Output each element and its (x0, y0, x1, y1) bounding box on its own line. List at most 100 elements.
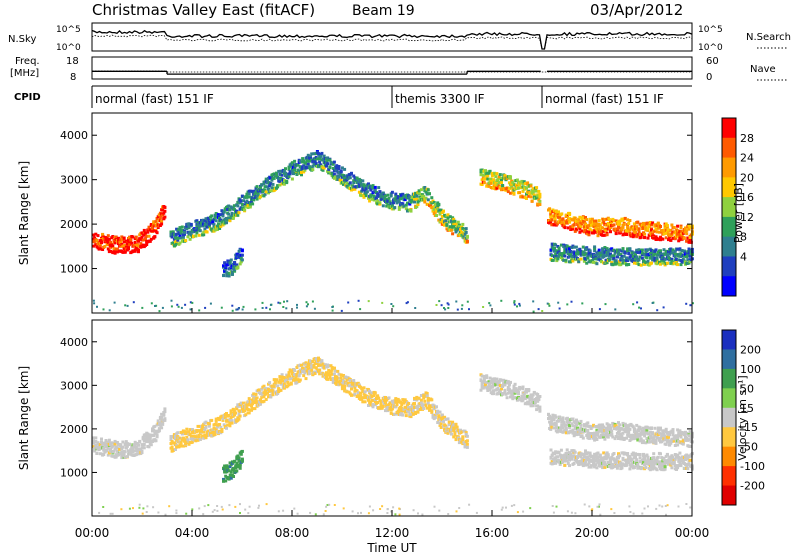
power-cell-1791 (625, 229, 628, 233)
power-cell-798 (322, 154, 326, 158)
power-cell-1745 (612, 223, 616, 227)
velocity-cell-2130 (579, 459, 583, 463)
power-cell-135 (129, 238, 133, 242)
power-cell-1153 (424, 196, 428, 200)
power-cell-838 (334, 175, 337, 179)
power-cell-666 (285, 180, 289, 183)
velocity-cell-804 (325, 371, 328, 375)
velocity-cell-823 (329, 364, 333, 368)
velocity-cell-38 (102, 453, 106, 456)
power-cell-298 (180, 229, 184, 233)
power-cell-2355 (643, 253, 647, 257)
power-cell-537 (248, 189, 252, 193)
power-cell-1845 (640, 233, 644, 236)
velocity-cell-1905 (657, 431, 661, 435)
power-cell-934 (361, 186, 365, 190)
velocity-cell-871 (343, 386, 347, 390)
power-cell-1102 (409, 208, 413, 212)
power-cell-1823 (634, 227, 637, 231)
power-cell-329 (189, 222, 193, 226)
power-cell-751 (309, 156, 312, 160)
velocity-cell-1482 (530, 397, 534, 401)
velocity-cell-1101 (409, 405, 413, 409)
velocity-cell-1087 (404, 414, 408, 418)
power-cell-2357 (644, 261, 648, 264)
velocity-cell-2159 (587, 465, 591, 469)
velocity-cell-1812 (631, 437, 635, 441)
power-cell-941 (363, 185, 367, 188)
velocity-cell-79 (113, 439, 117, 443)
velocity-cell-1967 (675, 434, 678, 438)
velocity-cell-1931 (664, 427, 668, 431)
power-cell-10 (94, 232, 98, 236)
velocity-cell-282 (176, 431, 180, 435)
velocity-cell-179 (141, 435, 145, 439)
velocity-cell-1840 (639, 437, 643, 441)
velocity-cell-1300 (479, 388, 483, 392)
power-cell-2689 (662, 306, 665, 309)
velocity-cell-827 (330, 372, 334, 376)
power-cell-1068 (400, 195, 404, 199)
power-cell-2495 (682, 249, 686, 253)
velocity-cell-693 (293, 369, 297, 372)
nave-tick-bottom: 0 (706, 72, 712, 83)
velocity-cell-1342 (490, 377, 494, 381)
velocity-cell-493 (236, 403, 240, 407)
velocity-cell-930 (360, 397, 364, 401)
velocity-cell-555 (253, 407, 257, 411)
power-cell-1259 (454, 230, 458, 234)
power-cell-130 (128, 236, 132, 240)
power-cell-635 (276, 184, 280, 188)
power-cell-377 (203, 227, 207, 231)
velocity-cell-530 (246, 408, 250, 411)
velocity-cell-1241 (450, 432, 453, 436)
power-cell-1921 (662, 232, 666, 236)
power-cell-2426 (663, 257, 667, 261)
power-cell-1551 (557, 210, 560, 214)
velocity-cell-43 (103, 441, 107, 445)
power-cell-691 (292, 171, 295, 175)
power-cell-2640 (108, 309, 111, 312)
power-cell-939 (362, 183, 366, 187)
velocity-cell-1051 (394, 398, 398, 402)
velocity-cell-762 (312, 363, 316, 367)
power-cell-1479 (529, 184, 533, 188)
velocity-cell-1299 (465, 445, 469, 449)
velocity-cell-1946 (669, 441, 673, 445)
velocity-cell-122 (125, 455, 129, 459)
velocity-cell-1648 (585, 424, 589, 428)
power-cell-291 (178, 226, 182, 230)
power-cell-2636 (241, 308, 244, 311)
velocity-cell-311 (184, 442, 188, 445)
velocity-cell-182 (142, 439, 146, 443)
velocity-cell-1576 (564, 427, 568, 430)
velocity-cell-266 (171, 448, 175, 452)
power-cell-1370 (498, 186, 502, 190)
power-cbar-swatch-3 (722, 177, 736, 198)
power-cell-1938 (667, 238, 670, 242)
power-cell-535 (247, 192, 251, 196)
velocity-cell-1719 (604, 429, 608, 433)
power-cell-2 (92, 244, 95, 248)
power-cell-814 (327, 169, 331, 173)
power-cell-2529 (223, 261, 227, 265)
velocity-cell-1329 (487, 384, 491, 388)
power-cell-2539 (225, 271, 229, 275)
power-cell-2006 (686, 236, 690, 240)
power-cell-2642 (279, 302, 282, 305)
velocity-cell-1047 (393, 412, 397, 416)
velocity-cell-961 (369, 400, 373, 404)
power-cell-1268 (457, 223, 461, 227)
power-cell-2450 (670, 251, 674, 255)
power-cell-1372 (500, 176, 503, 180)
power-cell-835 (332, 169, 336, 173)
power-cell-251 (162, 211, 166, 215)
power-cell-1098 (408, 202, 412, 206)
power-cell-2425 (663, 252, 667, 256)
velocity-cell-709 (297, 374, 301, 378)
velocity-cell-1029 (388, 401, 392, 405)
velocity-cell-99 (119, 444, 123, 447)
power-cell-536 (248, 203, 252, 207)
power-cell-2639 (440, 304, 443, 307)
